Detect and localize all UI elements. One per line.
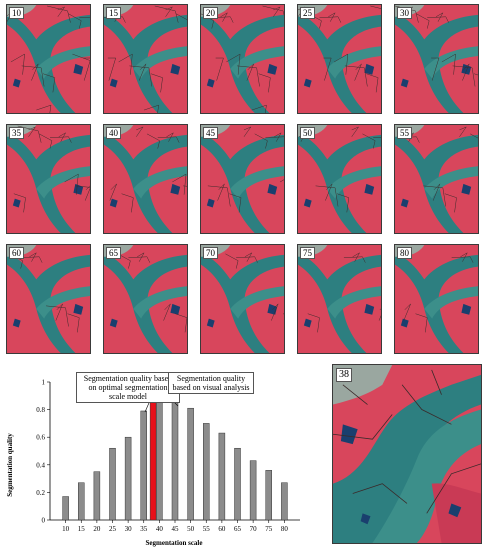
x-tick-label: 45 [172,525,180,533]
satellite-image [298,125,381,233]
segmentation-tile-10: 10 [6,4,91,114]
satellite-image [104,5,187,113]
satellite-image [104,245,187,353]
x-axis-label: Segmentation scale [146,539,203,547]
x-tick-label: 65 [234,525,242,533]
satellite-image [298,245,381,353]
scale-label: 40 [106,127,121,139]
callout-optimal-scale-model: Segmentation quality based on optimal se… [76,372,180,403]
scale-label: 75 [300,247,315,259]
x-tick-label: 20 [93,525,101,533]
x-tick-label: 80 [281,525,289,533]
satellite-image [395,125,478,233]
y-tick-label: 0.4 [36,461,45,469]
satellite-image [201,125,284,233]
scale-label: 45 [203,127,218,139]
bar [187,407,194,521]
chart-bars: 38 [62,376,288,521]
satellite-image [104,125,187,233]
scale-label: 50 [300,127,315,139]
y-tick-label: 0.6 [36,434,45,442]
bar [109,447,116,521]
segmentation-tile-25: 25 [297,4,382,114]
x-tick-label: 55 [203,525,211,533]
x-tick-label: 75 [265,525,273,533]
scale-label: 20 [203,7,218,19]
chart-ticks: 0 0.2 0.4 0.6 0.8 1 10 15 20 25 30 35 40 45 50 55 60 65 70… [36,379,288,534]
y-axis-label: Segmentation quality [6,433,14,497]
x-tick-label: 50 [187,525,195,533]
bar [62,496,69,521]
callout-visual-analysis: Segmentation quality based on visual ana… [168,372,254,394]
scale-label: 25 [300,7,315,19]
segmentation-tile-60: 60 [6,244,91,354]
segmentation-tile-45: 45 [200,124,285,234]
segmentation-tile-35: 35 [6,124,91,234]
bar [171,398,179,521]
x-tick-label: 30 [125,525,133,533]
bar [203,423,210,521]
scale-label: 10 [9,7,24,19]
scale-label: 60 [9,247,24,259]
x-tick-label: 10 [62,525,70,533]
segmentation-tile-75: 75 [297,244,382,354]
satellite-image [395,5,478,113]
bar [234,447,241,521]
x-tick-label: 60 [218,525,226,533]
segmentation-tile-40: 40 [103,124,188,234]
bar [218,432,226,521]
scale-label: 35 [9,127,24,139]
scale-label: 80 [397,247,412,259]
bar [140,410,147,521]
bar [265,470,272,521]
x-tick-label: 70 [250,525,258,533]
satellite-image [201,245,284,353]
segmentation-tile-15: 15 [103,4,188,114]
segmentation-result-38: 38 [332,364,482,544]
segmentation-tile-70: 70 [200,244,285,354]
x-tick-label: 35 [140,525,148,533]
segmentation-tile-20: 20 [200,4,285,114]
bar [78,482,85,521]
satellite-image [395,245,478,353]
bar [281,482,288,521]
segmentation-tile-50: 50 [297,124,382,234]
segmentation-tile-55: 55 [394,124,479,234]
scale-label: 38 [336,368,352,382]
segmentation-tile-30: 30 [394,4,479,114]
scale-label: 55 [397,127,412,139]
segmentation-quality-chart: 38 0 0.2 0.4 0.6 0.8 1 10 15 20 25 30 35 40 45 50 55 60 6… [6,376,300,547]
y-tick-label: 1 [42,379,46,387]
y-tick-label: 0 [42,517,46,525]
scale-label: 70 [203,247,218,259]
x-tick-label: 15 [78,525,86,533]
satellite-image [201,5,284,113]
bar [93,471,101,521]
x-tick-label: 40 [156,525,164,533]
bar [156,388,163,521]
segmentation-tile-65: 65 [103,244,188,354]
satellite-image [298,5,381,113]
satellite-image [7,5,90,113]
satellite-image [7,245,90,353]
y-tick-label: 0.8 [36,406,45,414]
satellite-image [333,365,481,543]
y-tick-label: 0.2 [36,489,45,497]
satellite-image [7,125,90,233]
scale-label: 15 [106,7,121,19]
scale-label: 30 [397,7,412,19]
scale-label: 65 [106,247,121,259]
segmentation-tile-80: 80 [394,244,479,354]
bar [124,436,132,521]
x-tick-label: 25 [109,525,117,533]
bar [249,460,257,521]
